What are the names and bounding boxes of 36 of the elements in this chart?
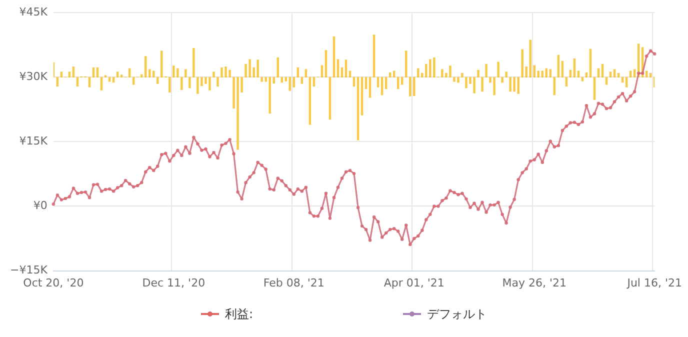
bar	[457, 76, 460, 83]
bar	[236, 76, 239, 150]
x-tick-label: Jul 16, '21	[626, 276, 682, 290]
legend-label: デフォルト	[427, 306, 488, 322]
bar	[433, 57, 436, 78]
bar	[60, 72, 63, 78]
bar	[429, 59, 432, 78]
bar	[116, 72, 119, 78]
bar	[53, 62, 55, 78]
bar	[336, 59, 340, 78]
bar	[609, 72, 612, 78]
y-tick-label: ¥15K	[19, 134, 48, 148]
bar	[248, 59, 251, 78]
x-tick-label: Feb 08, '21	[263, 276, 324, 290]
bar	[224, 66, 227, 78]
bar	[465, 76, 468, 88]
bar	[441, 69, 444, 78]
bar	[320, 65, 324, 78]
x-tick-label: Apr 01, '21	[384, 276, 444, 290]
bar	[597, 68, 600, 78]
legend-label: 利益:	[224, 306, 254, 322]
y-tick-label: ¥45K	[19, 5, 48, 18]
bar	[513, 76, 516, 92]
bar	[268, 76, 271, 114]
y-tick-label: −¥15K	[10, 264, 48, 277]
x-tick-label: May 26, '21	[502, 276, 566, 290]
y-tick-label: ¥30K	[19, 70, 48, 84]
bar	[545, 68, 548, 78]
bar	[529, 40, 532, 78]
bar	[140, 74, 143, 78]
bar	[128, 68, 131, 78]
bar	[120, 74, 123, 78]
x-tick-label: Dec 11, '20	[142, 276, 206, 290]
bar	[68, 72, 71, 78]
y-tick-label: ¥0	[33, 199, 48, 212]
x-tick-label: Oct 20, '20	[23, 276, 84, 290]
